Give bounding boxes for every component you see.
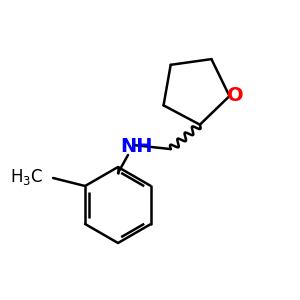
Text: NH: NH <box>121 136 153 155</box>
Text: H$_3$C: H$_3$C <box>10 167 43 187</box>
Text: O: O <box>227 85 244 105</box>
